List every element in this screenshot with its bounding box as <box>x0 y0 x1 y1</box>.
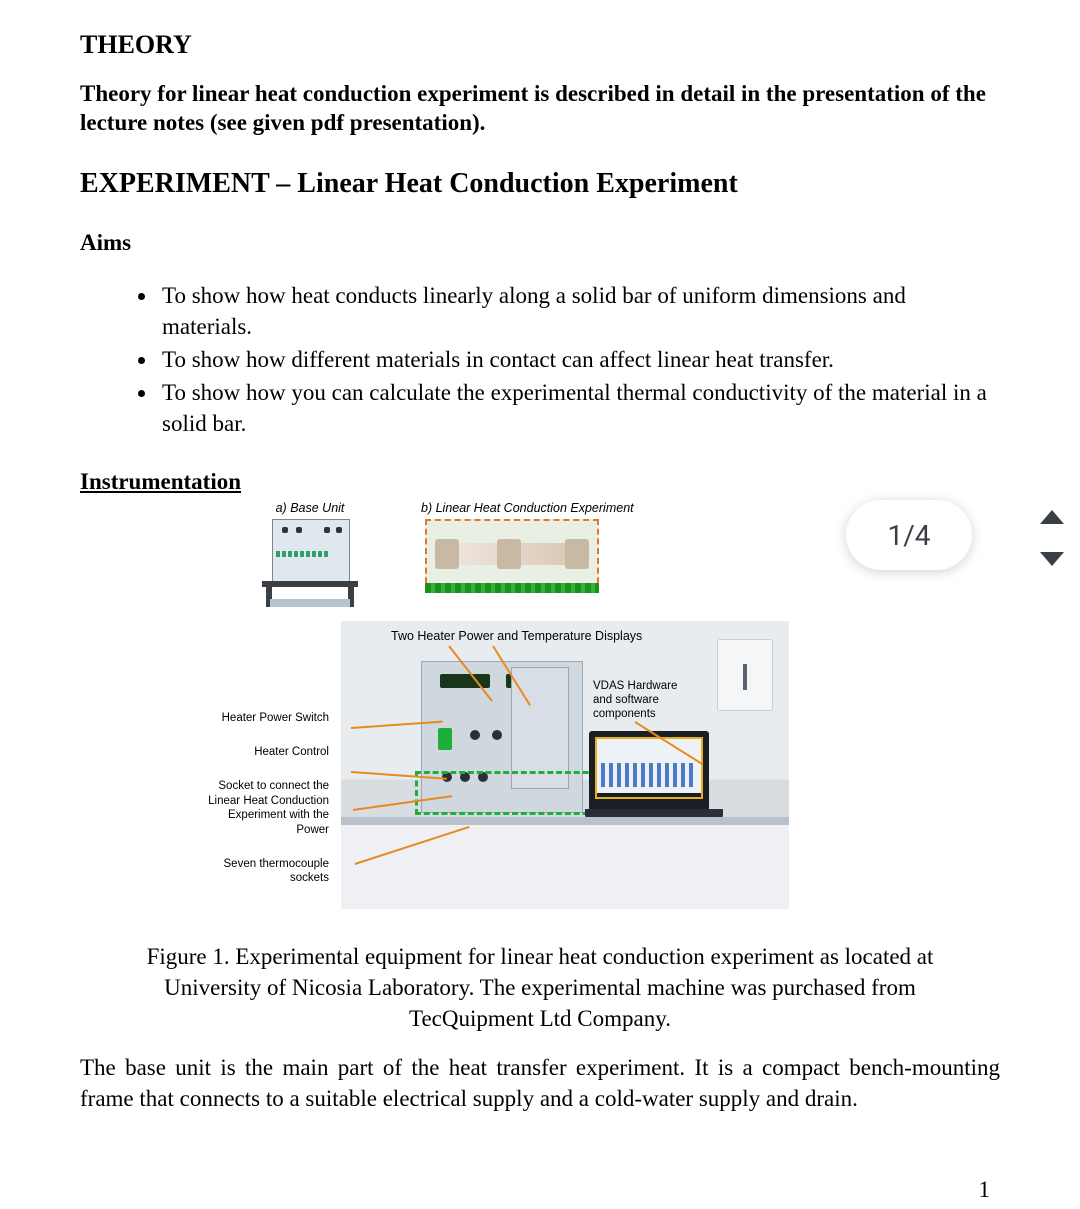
photo-title: Two Heater Power and Temperature Display… <box>391 629 642 643</box>
aim-item: To show how different materials in conta… <box>158 344 1000 375</box>
content-area: THEORY Theory for linear heat conduction… <box>80 20 1000 1114</box>
theory-paragraph: Theory for linear heat conduction experi… <box>80 80 1000 138</box>
heading-instrumentation: Instrumentation <box>80 469 1000 495</box>
heading-theory: THEORY <box>80 30 1000 60</box>
body-paragraph: The base unit is the main part of the he… <box>80 1052 1000 1114</box>
vdas-highlight <box>595 737 703 799</box>
page-nav-arrows <box>1028 492 1076 584</box>
page-up-arrow-icon[interactable] <box>1040 510 1064 524</box>
aim-item: To show how heat conducts linearly along… <box>158 280 1000 342</box>
lhce-graphic <box>425 519 599 593</box>
label-heater-power-switch: Heater Power Switch <box>207 711 329 725</box>
label-thermocouple: Seven thermocouple sockets <box>207 857 329 886</box>
aims-list: To show how heat conducts linearly along… <box>80 280 1000 439</box>
page-down-arrow-icon[interactable] <box>1040 552 1064 566</box>
figure-b: b) Linear Heat Conduction Experiment <box>421 501 681 593</box>
figure-photo: Two Heater Power and Temperature Display… <box>341 621 789 909</box>
heading-aims: Aims <box>80 230 1000 256</box>
label-socket: Socket to connect the Linear Heat Conduc… <box>207 779 329 837</box>
aim-item: To show how you can calculate the experi… <box>158 377 1000 439</box>
heading-experiment: EXPERIMENT – Linear Heat Conduction Expe… <box>80 168 1000 200</box>
figure-photo-block: Heater Power Switch Heater Control Socke… <box>245 621 1000 913</box>
label-heater-control: Heater Control <box>207 745 329 759</box>
base-unit-graphic <box>262 519 358 607</box>
label-vdas: VDAS Hardware and software components <box>593 679 683 722</box>
wall-dispenser <box>717 639 773 711</box>
page-number: 1 <box>979 1177 991 1203</box>
figure-caption: Figure 1. Experimental equipment for lin… <box>120 941 960 1034</box>
figure-a-title: a) Base Unit <box>245 501 375 515</box>
figure-a: a) Base Unit <box>245 501 375 607</box>
figure-b-title: b) Linear Heat Conduction Experiment <box>421 501 681 515</box>
page-indicator-pill[interactable]: 1/4 <box>846 500 972 570</box>
document-page: THEORY Theory for linear heat conduction… <box>0 0 1080 1209</box>
figure-left-labels: Heater Power Switch Heater Control Socke… <box>207 711 329 906</box>
